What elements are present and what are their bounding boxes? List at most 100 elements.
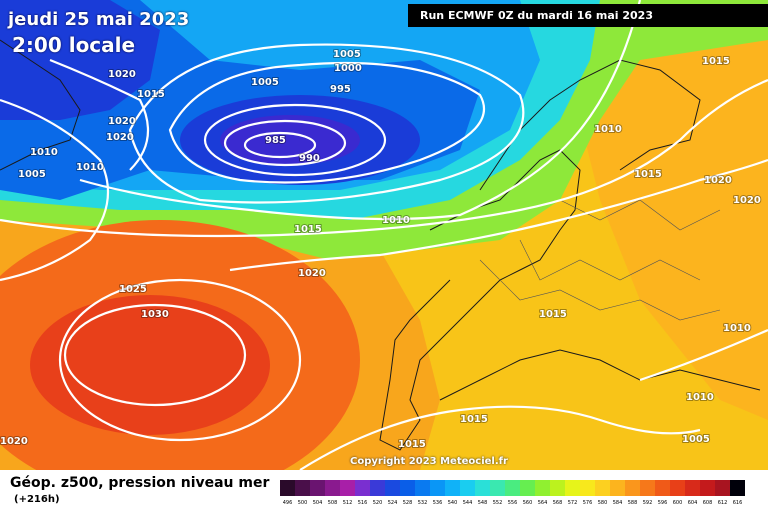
- isobar-low-990: [223, 119, 347, 167]
- isobar-1000: [168, 61, 486, 184]
- scale-tick-label: 560: [522, 500, 533, 506]
- scale-tick-label: 536: [432, 500, 443, 506]
- coastline-europe: [379, 149, 581, 451]
- scale-swatch: [475, 480, 490, 496]
- scale-tick-label: 540: [447, 500, 458, 506]
- run-banner: Run ECMWF 0Z du mardi 16 mai 2023: [408, 4, 768, 27]
- scale-swatch: [535, 480, 550, 496]
- isobar-label: 1000: [334, 63, 362, 74]
- scale-tick-label: 496: [282, 500, 293, 506]
- isobar-label: 1005: [18, 169, 46, 180]
- isobar-1015-greenland: [49, 58, 150, 171]
- isobar-label: 1010: [30, 147, 58, 158]
- forecast-time: 2:00 locale: [12, 33, 136, 57]
- scale-swatch: [400, 480, 415, 496]
- scale-tick-label: 572: [567, 500, 578, 506]
- coastline-mediterranean: [439, 349, 761, 401]
- isobar-label: 1020: [106, 132, 134, 143]
- copyright: Copyright 2023 Meteociel.fr: [350, 456, 508, 467]
- scale-swatch: [355, 480, 370, 496]
- scale-swatch: [685, 480, 700, 496]
- scale-tick-label: 520: [372, 500, 383, 506]
- isobar-label: 1015: [294, 224, 322, 235]
- scale-swatch: [700, 480, 715, 496]
- isobar-label: 1010: [382, 215, 410, 226]
- isobar-high-1025: [58, 278, 302, 442]
- scale-swatch: [385, 480, 400, 496]
- isobar-1015: [0, 78, 768, 238]
- scale-swatch: [505, 480, 520, 496]
- pressure-map: 1020 1015 1020 1020 1010 1005 1010 1005 …: [0, 0, 768, 470]
- isobar-1020-west: [0, 98, 110, 282]
- isobar-label: 1010: [76, 162, 104, 173]
- scale-swatch: [610, 480, 625, 496]
- scale-swatch: [655, 480, 670, 496]
- scale-swatch: [430, 480, 445, 496]
- color-scale-ticks: 496 500 504 508 512 516 520 524 528 532 536 540 544 5…: [280, 500, 745, 506]
- isobar-label: 1020: [704, 175, 732, 186]
- legend-bar: Géop. z500, pression niveau mer (+216h) …: [0, 470, 768, 512]
- scale-swatch: [640, 480, 655, 496]
- scale-tick-label: 548: [477, 500, 488, 506]
- scale-tick-label: 612: [717, 500, 728, 506]
- scale-swatch: [730, 480, 745, 496]
- isobar-label: 1005: [251, 77, 279, 88]
- isobar-label: 1015: [398, 439, 426, 450]
- legend-title: Géop. z500, pression niveau mer: [10, 475, 270, 491]
- scale-swatch: [565, 480, 580, 496]
- scale-swatch: [280, 480, 295, 496]
- scale-tick-label: 516: [357, 500, 368, 506]
- scale-swatch: [670, 480, 685, 496]
- isobar-1020: [229, 158, 768, 272]
- isobar-label: 1020: [0, 436, 28, 447]
- isobar-1010: [79, 0, 642, 221]
- scale-tick-label: 552: [492, 500, 503, 506]
- scale-swatch: [310, 480, 325, 496]
- scale-swatch: [520, 480, 535, 496]
- scale-swatch: [295, 480, 310, 496]
- scale-swatch: [325, 480, 340, 496]
- legend-subtitle: (+216h): [14, 494, 60, 505]
- scale-swatch: [490, 480, 505, 496]
- isobar-label: 1020: [108, 116, 136, 127]
- scale-tick-label: 504: [312, 500, 323, 506]
- z500-field-orange-east: [560, 40, 768, 420]
- scale-tick-label: 512: [342, 500, 353, 506]
- scale-swatch: [715, 480, 730, 496]
- isobar-low-995: [203, 103, 387, 177]
- isobar-high-1030: [63, 303, 247, 407]
- isobar-label: 1010: [686, 392, 714, 403]
- scale-swatch: [370, 480, 385, 496]
- isobar-label: 1025: [119, 284, 147, 295]
- isobar-label: 995: [330, 84, 351, 95]
- scale-tick-label: 600: [672, 500, 683, 506]
- isobar-label: 1015: [460, 414, 488, 425]
- isobar-label: 1010: [594, 124, 622, 135]
- isobar-label: 1020: [108, 69, 136, 80]
- scale-tick-label: 588: [627, 500, 638, 506]
- scale-swatch: [340, 480, 355, 496]
- scale-tick-label: 616: [732, 500, 743, 506]
- isobar-1010-east: [639, 328, 768, 382]
- scale-tick-label: 592: [642, 500, 653, 506]
- isobar-label: 1020: [733, 195, 761, 206]
- scale-tick-label: 564: [537, 500, 548, 506]
- scale-swatch: [595, 480, 610, 496]
- scale-swatch: [580, 480, 595, 496]
- scale-swatch: [550, 480, 565, 496]
- isobar-label: 1005: [682, 434, 710, 445]
- scale-tick-label: 532: [417, 500, 428, 506]
- scale-tick-label: 524: [387, 500, 398, 506]
- scale-tick-label: 556: [507, 500, 518, 506]
- scale-tick-label: 580: [597, 500, 608, 506]
- scale-tick-label: 500: [297, 500, 308, 506]
- scale-tick-label: 528: [402, 500, 413, 506]
- isobar-label: 990: [299, 153, 320, 164]
- isobar-label: 1015: [539, 309, 567, 320]
- scale-tick-label: 608: [702, 500, 713, 506]
- isobar-labels: 1020 1015 1020 1020 1010 1005 1010 1005 …: [0, 48, 762, 451]
- isobar-1015-south: [299, 405, 701, 470]
- scale-swatch: [625, 480, 640, 496]
- scale-swatch: [445, 480, 460, 496]
